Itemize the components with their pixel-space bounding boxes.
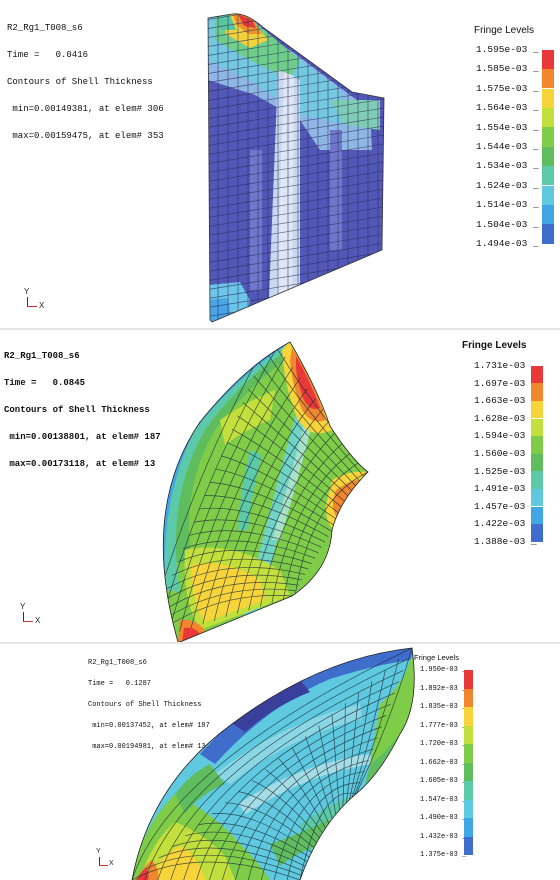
model-name: R2_Rg1_T008_s6 <box>4 351 80 361</box>
max-readout: max=0.00159475, at elem# 353 <box>7 131 164 141</box>
fringe-level-label: 1.662e-03 _ <box>420 758 467 767</box>
fringe-level-label: 1.375e-03 _ <box>420 851 467 859</box>
fringe-swatch <box>464 781 473 800</box>
fringe-swatch <box>464 707 473 726</box>
legend-title: Fringe Levels <box>462 340 527 351</box>
fringe-swatch <box>542 88 554 108</box>
fringe-swatch <box>531 383 543 401</box>
axis-y-label: Y <box>24 287 30 296</box>
fringe-swatch <box>542 49 554 70</box>
fringe-level-label: 1.457e-03 _ <box>474 500 537 512</box>
mesh-plot-2 <box>162 341 369 642</box>
legend-title: Fringe Levels <box>474 25 535 36</box>
fringe-level-label: 1.544e-03 _ <box>476 141 539 152</box>
fringe-level-label: 1.777e-03 _ <box>420 721 467 730</box>
fringe-swatch <box>542 224 554 244</box>
max-readout: max=0.00194981, at elem# 13 <box>88 743 206 751</box>
fringe-swatch <box>531 524 543 542</box>
contour-title: Contours of Shell Thickness <box>4 405 150 415</box>
max-readout: max=0.00173118, at elem# 13 <box>4 459 156 469</box>
fringe-swatch <box>542 185 554 205</box>
fringe-level-label: 1.514e-03 _ <box>476 199 539 211</box>
fringe-level-label: 1.388e-03 _ <box>474 536 537 547</box>
fringe-swatch <box>542 204 554 225</box>
axis-x-label: X <box>39 301 45 310</box>
axis-x-label: X <box>109 860 114 867</box>
min-readout: min=0.00149381, at elem# 306 <box>7 104 164 114</box>
fringe-level-label: 1.594e-03 _ <box>474 430 537 442</box>
contour-title: Contours of Shell Thickness <box>88 701 202 709</box>
mesh-plot-3 <box>131 647 415 880</box>
time-readout: Time = 0.0845 <box>4 378 86 388</box>
fringe-level-label: 1.585e-03 _ <box>476 63 539 75</box>
fringe-level-label: 1.720e-03 _ <box>420 740 467 748</box>
fringe-level-label: 1.605e-03 _ <box>420 777 467 785</box>
fringe-level-label: 1.494e-03 _ <box>476 238 539 249</box>
fringe-swatch <box>542 69 554 89</box>
fringe-level-label: 1.422e-03 _ <box>474 518 537 530</box>
panel-2-header: R2_Rg1_T008_s6 Time = 0.0845 Contours of… <box>4 334 161 487</box>
fringe-swatch <box>464 725 473 745</box>
model-name: R2_Rg1_T008_s6 <box>7 23 83 33</box>
min-readout: min=0.00137452, at elem# 187 <box>88 722 210 730</box>
fringe-level-label: 1.663e-03 _ <box>474 395 537 407</box>
fringe-swatch <box>464 670 473 689</box>
contour-title: Contours of Shell Thickness <box>7 77 153 87</box>
fringe-swatch <box>531 471 543 489</box>
time-readout: Time = 0.1287 <box>88 680 152 688</box>
axis-y-label: Y <box>96 848 101 855</box>
fringe-level-label: 1.560e-03 _ <box>474 448 537 459</box>
fringe-level-label: 1.547e-03 _ <box>420 795 467 804</box>
fringe-level-label: 1.491e-03 _ <box>474 483 537 495</box>
fringe-swatch <box>542 146 554 167</box>
fringe-swatch <box>464 744 473 763</box>
fringe-level-label: 1.950e-03 _ <box>420 666 467 674</box>
fringe-level-label: 1.490e-03 _ <box>420 814 467 822</box>
panel-1-header: R2_Rg1_T008_s6 Time = 0.0416 Contours of… <box>7 6 164 159</box>
fringe-level-label: 1.697e-03 _ <box>474 377 537 389</box>
fringe-swatch <box>531 506 543 525</box>
fringe-swatch <box>464 818 473 837</box>
contour-panel-1: R2_Rg1_T008_s6 Time = 0.0416 Contours of… <box>0 0 560 328</box>
model-name: R2_Rg1_T008_s6 <box>88 659 147 667</box>
fringe-level-label: 1.595e-03 _ <box>476 44 539 55</box>
min-readout: min=0.00138801, at elem# 187 <box>4 432 161 442</box>
fringe-level-label: 1.575e-03 _ <box>476 82 539 94</box>
fringe-level-label: 1.554e-03 _ <box>476 121 539 133</box>
fringe-level-label: 1.835e-03 _ <box>420 703 467 711</box>
legend-title: Fringe Levels <box>414 653 460 662</box>
fringe-level-label: 1.524e-03 _ <box>476 179 539 191</box>
fringe-swatch <box>531 418 543 437</box>
panel-3-header: R2_Rg1_T008_s6 Time = 0.1287 Contours of… <box>88 646 210 765</box>
fringe-level-label: 1.892e-03 _ <box>420 684 467 693</box>
fringe-level-label: 1.432e-03 _ <box>420 832 467 841</box>
fringe-swatch <box>531 436 543 454</box>
fringe-swatch <box>464 762 473 782</box>
fringe-level-label: 1.628e-03 _ <box>474 412 537 424</box>
fringe-swatch <box>542 166 554 186</box>
fringe-swatch <box>531 400 543 419</box>
fringe-swatch <box>531 365 543 384</box>
axis-x-label: X <box>35 616 41 625</box>
fringe-level-label: 1.731e-03 _ <box>474 360 537 371</box>
fringe-level-label: 1.564e-03 _ <box>476 102 539 114</box>
contour-panel-2: R2_Rg1_T008_s6 Time = 0.0845 Contours of… <box>0 330 560 642</box>
fringe-level-label: 1.525e-03 _ <box>474 465 537 477</box>
mesh-plot-1 <box>207 13 385 323</box>
fringe-swatch <box>464 836 473 856</box>
fringe-swatch <box>464 799 473 819</box>
fringe-swatch <box>531 488 543 507</box>
fringe-level-label: 1.534e-03 _ <box>476 160 539 172</box>
time-readout: Time = 0.0416 <box>7 50 89 60</box>
fringe-level-label: 1.504e-03 _ <box>476 218 539 230</box>
fringe-swatch <box>542 127 554 147</box>
fringe-swatch <box>531 453 543 472</box>
contour-panel-3: R2_Rg1_T008_s6 Time = 0.1287 Contours of… <box>0 644 560 880</box>
axis-y-label: Y <box>20 602 26 611</box>
fringe-swatch <box>542 107 554 128</box>
fringe-swatch <box>464 688 473 708</box>
